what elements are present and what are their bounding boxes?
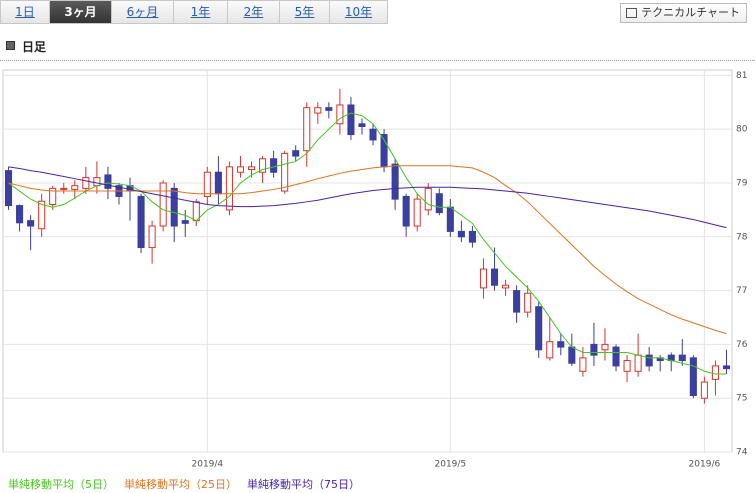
candle-body bbox=[148, 225, 156, 249]
candle-body bbox=[457, 230, 465, 238]
y-tick-label: 80 bbox=[736, 125, 748, 135]
candle-body bbox=[303, 107, 311, 152]
section-heading: 日足 bbox=[6, 38, 46, 55]
candle-body bbox=[490, 268, 499, 286]
candle-body bbox=[446, 206, 454, 232]
candle-body bbox=[170, 187, 178, 227]
x-tick-label: 2019/4 bbox=[192, 460, 224, 470]
moving-average-line bbox=[8, 165, 727, 335]
separator bbox=[0, 60, 755, 61]
x-tick-label: 2019/6 bbox=[689, 460, 721, 470]
y-tick-label: 78 bbox=[736, 232, 748, 242]
candle-body bbox=[700, 381, 708, 399]
candle-body bbox=[535, 306, 543, 351]
candle-body bbox=[247, 166, 256, 171]
candle-body bbox=[689, 357, 697, 397]
candle-body bbox=[159, 182, 167, 227]
candle-body bbox=[347, 104, 355, 136]
candle-body bbox=[225, 166, 233, 211]
candle-body bbox=[292, 150, 300, 157]
candle-body bbox=[27, 220, 35, 227]
candle-body bbox=[38, 200, 46, 230]
candle-body bbox=[435, 193, 443, 214]
candle-body bbox=[49, 187, 57, 206]
period-tab[interactable]: 1日 bbox=[0, 0, 50, 24]
candle-body bbox=[270, 158, 278, 173]
candle-body bbox=[137, 195, 145, 249]
candle-body bbox=[546, 341, 554, 359]
candle-body bbox=[722, 365, 731, 370]
plot-area bbox=[2, 69, 733, 453]
legend-entry: 単純移動平均（5日） bbox=[8, 477, 114, 491]
x-tick-label: 2019/5 bbox=[435, 460, 467, 470]
candle-body bbox=[60, 187, 68, 190]
candle-body bbox=[93, 177, 101, 187]
candle-body bbox=[568, 346, 576, 364]
y-tick-label: 77 bbox=[736, 286, 747, 296]
candle-body bbox=[612, 346, 620, 367]
candle-body bbox=[314, 107, 322, 114]
candle-body bbox=[645, 354, 653, 367]
candle-body bbox=[82, 177, 90, 189]
moving-average-line bbox=[8, 166, 727, 229]
candle-body bbox=[711, 365, 719, 380]
period-tab[interactable]: 5年 bbox=[280, 0, 330, 24]
candle-body bbox=[16, 205, 24, 224]
candle-body bbox=[259, 158, 267, 173]
candle-body bbox=[104, 174, 112, 189]
candle-body bbox=[336, 104, 344, 125]
candle-body bbox=[203, 171, 211, 197]
y-tick-label: 76 bbox=[736, 340, 748, 350]
candle-body bbox=[192, 201, 200, 222]
candle-body bbox=[479, 268, 488, 289]
y-tick-label: 79 bbox=[736, 178, 748, 188]
candle-body bbox=[358, 123, 366, 127]
candle-body bbox=[325, 107, 333, 111]
period-tab[interactable]: 2年 bbox=[228, 0, 280, 24]
candle-body bbox=[678, 354, 686, 362]
candle-body bbox=[236, 166, 245, 173]
candle-body bbox=[281, 152, 289, 192]
legend-entry: 単純移動平均（25日） bbox=[124, 477, 237, 491]
legend-entry: 単純移動平均（75日） bbox=[247, 477, 360, 491]
candle-body bbox=[214, 171, 222, 195]
candle-body bbox=[634, 354, 642, 372]
period-tab[interactable]: 1年 bbox=[174, 0, 228, 24]
candle-body bbox=[369, 128, 377, 141]
technical-chart-button[interactable]: テクニカルチャート bbox=[620, 3, 747, 23]
y-tick-label: 81 bbox=[736, 71, 747, 81]
candle-body bbox=[413, 198, 421, 227]
candle-body bbox=[4, 170, 13, 207]
period-tab[interactable]: 3ヶ月 bbox=[50, 0, 112, 24]
candle-body bbox=[424, 187, 432, 211]
y-tick-label: 75 bbox=[736, 394, 747, 404]
candle-body bbox=[601, 343, 609, 351]
period-tab[interactable]: 6ヶ月 bbox=[112, 0, 174, 24]
candle-body bbox=[402, 195, 410, 227]
candle-body bbox=[579, 357, 587, 372]
candle-body bbox=[513, 290, 521, 313]
candle-body bbox=[524, 292, 532, 313]
candle-body bbox=[557, 341, 565, 348]
y-tick-label: 74 bbox=[736, 448, 748, 458]
candle-body bbox=[391, 163, 399, 200]
period-tabs: 1日 3ヶ月 6ヶ月 1年 2年 5年 10年 bbox=[0, 0, 388, 24]
candle-body bbox=[502, 284, 510, 289]
candle-body bbox=[590, 343, 598, 356]
moving-average-line bbox=[8, 112, 727, 375]
candle-body bbox=[181, 220, 189, 224]
candle-body bbox=[468, 230, 476, 243]
candle-body bbox=[71, 185, 79, 190]
period-tab[interactable]: 10年 bbox=[330, 0, 388, 24]
candle-body bbox=[623, 360, 631, 372]
